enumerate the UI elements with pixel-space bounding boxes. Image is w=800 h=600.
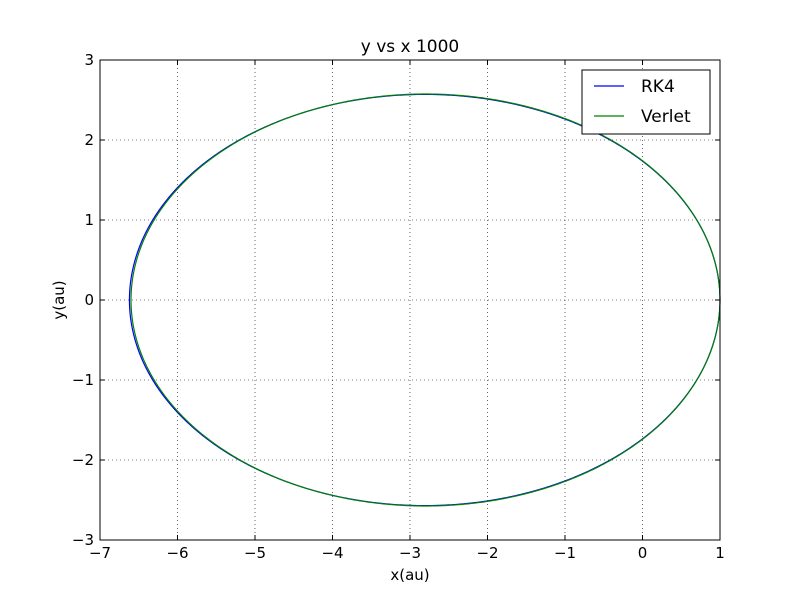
x-tick-label: −3 bbox=[399, 544, 421, 562]
x-tick-label: −1 bbox=[554, 544, 576, 562]
x-tick-label: −2 bbox=[476, 544, 498, 562]
y-tick-label: −3 bbox=[72, 531, 94, 549]
legend-label-rk4: RK4 bbox=[641, 77, 675, 97]
y-tick-label: 2 bbox=[84, 131, 94, 149]
y-tick-label: 3 bbox=[84, 51, 94, 69]
y-tick-label: 0 bbox=[84, 291, 94, 309]
legend-label-verlet: Verlet bbox=[641, 107, 691, 127]
grid bbox=[100, 60, 720, 540]
x-tick-label: −5 bbox=[244, 544, 266, 562]
x-axis-label: x(au) bbox=[390, 566, 429, 584]
series-layer bbox=[128, 93, 721, 507]
x-tick-label: −4 bbox=[321, 544, 343, 562]
y-tick-label: 1 bbox=[84, 211, 94, 229]
x-tick-label: −6 bbox=[166, 544, 188, 562]
y-tick-label: −2 bbox=[72, 451, 94, 469]
x-tick-label: 1 bbox=[715, 544, 725, 562]
x-tick-label: −7 bbox=[89, 544, 111, 562]
ticks: −7 −6 −5 −4 −3 −2 −1 0 1 −3 −2 −1 0 1 2 3 bbox=[72, 51, 725, 562]
legend: RK4 Verlet bbox=[581, 69, 711, 135]
chart-title: y vs x 1000 bbox=[361, 37, 460, 57]
x-tick-label: 0 bbox=[638, 544, 648, 562]
legend-box bbox=[581, 69, 711, 135]
y-axis-label: y(au) bbox=[50, 280, 68, 319]
y-tick-label: −1 bbox=[72, 371, 94, 389]
series-line-verlet bbox=[130, 93, 721, 507]
